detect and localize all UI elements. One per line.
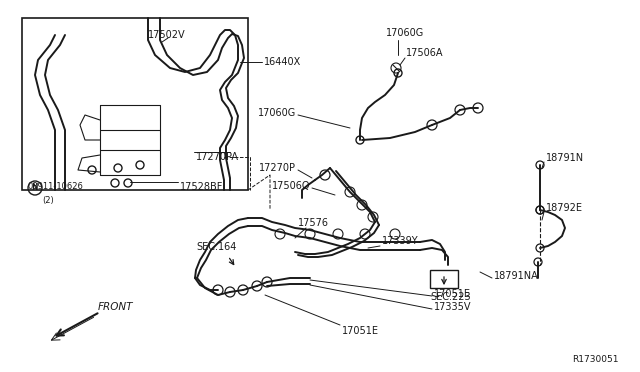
Text: 17060G: 17060G	[386, 28, 424, 38]
Text: 17528BF: 17528BF	[180, 182, 223, 192]
Text: FRONT: FRONT	[98, 302, 134, 312]
Text: 18792E: 18792E	[546, 203, 583, 213]
Text: 17270PA: 17270PA	[196, 152, 239, 162]
Text: (2): (2)	[42, 196, 54, 205]
Bar	[22, 18, 248, 190]
Text: 17339Y: 17339Y	[382, 236, 419, 246]
Text: N: N	[32, 183, 38, 192]
Text: 17502V: 17502V	[148, 30, 186, 40]
Bar	[430, 270, 458, 288]
Text: 17051E: 17051E	[434, 289, 471, 299]
Text: 17270P: 17270P	[259, 163, 296, 173]
Text: 18791N: 18791N	[546, 153, 584, 163]
Text: 17506Q: 17506Q	[271, 181, 310, 191]
Text: R1730051: R1730051	[572, 355, 618, 364]
Text: SEC.223: SEC.223	[430, 292, 470, 302]
Text: 17506A: 17506A	[406, 48, 444, 58]
Text: 17335V: 17335V	[434, 302, 472, 312]
Text: 08911-10626: 08911-10626	[28, 182, 84, 191]
Text: 17060G: 17060G	[258, 108, 296, 118]
Text: 17576: 17576	[298, 218, 329, 228]
Text: 18791NA: 18791NA	[494, 271, 539, 281]
Text: SEC.164: SEC.164	[196, 242, 236, 252]
Text: 16440X: 16440X	[264, 57, 301, 67]
Text: 17051E: 17051E	[342, 326, 379, 336]
